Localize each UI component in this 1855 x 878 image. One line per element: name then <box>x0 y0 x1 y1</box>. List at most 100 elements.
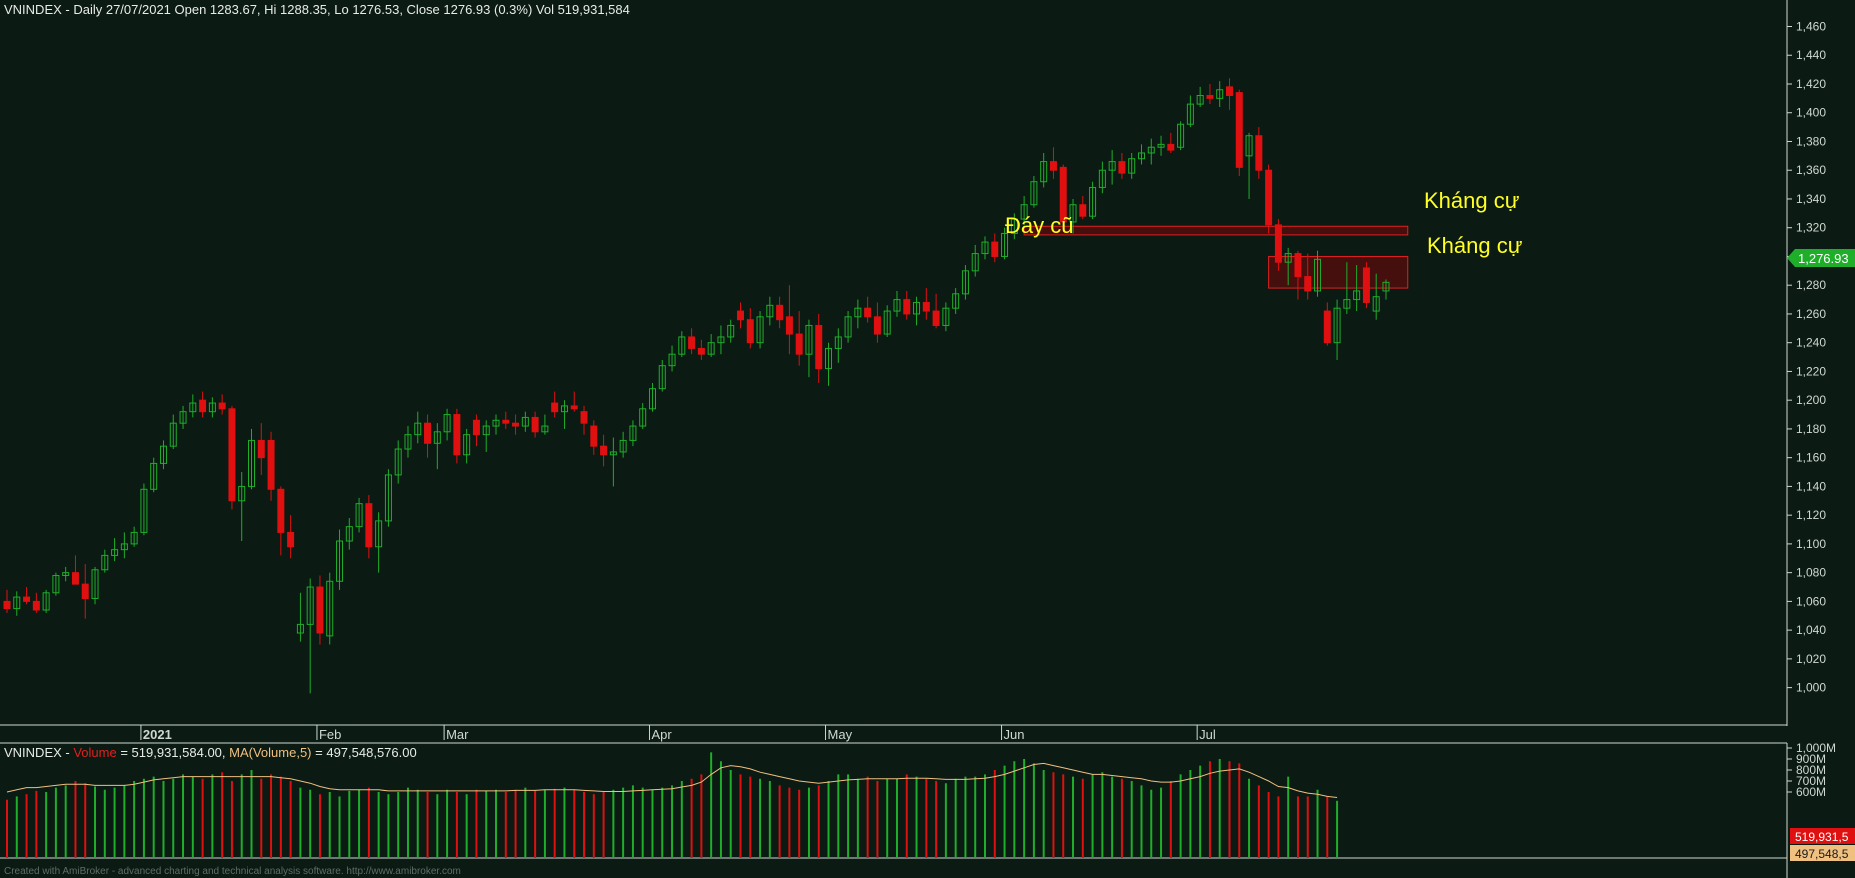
candle-body <box>688 336 696 349</box>
month-label: 2021 <box>143 727 172 742</box>
candle <box>502 411 510 429</box>
candle <box>629 420 637 447</box>
candle <box>336 529 344 590</box>
candle <box>600 434 608 467</box>
candle <box>326 572 334 645</box>
candle <box>844 311 852 343</box>
candle-body <box>903 299 911 315</box>
candle <box>697 339 705 360</box>
candle <box>580 405 588 435</box>
candle-body <box>991 241 999 257</box>
candle-body <box>1245 135 1253 157</box>
candle <box>453 408 461 464</box>
candle <box>472 414 480 447</box>
candle-body <box>1343 299 1351 309</box>
candle <box>384 469 392 527</box>
month-label: Mar <box>446 727 469 742</box>
candle-body <box>1226 86 1233 96</box>
volume-tick-label: 800M <box>1796 763 1826 777</box>
candle <box>883 305 891 337</box>
candle-body <box>91 569 99 600</box>
candle-body <box>1265 169 1273 226</box>
candle-body <box>345 526 353 542</box>
candle-body <box>981 241 989 255</box>
candle-body <box>375 520 383 548</box>
candle-body <box>414 422 422 436</box>
candle <box>189 394 197 418</box>
candle-body <box>795 333 803 355</box>
candle-body <box>1235 92 1243 168</box>
candle-body <box>580 411 588 424</box>
candle <box>111 538 119 562</box>
candle-body <box>648 388 656 410</box>
candle-body <box>560 405 568 413</box>
price-tick-label: 1,120 <box>1796 508 1826 522</box>
candle-body <box>834 336 842 349</box>
candle <box>961 265 969 300</box>
month-label: Jun <box>1004 727 1025 742</box>
candle-body <box>551 402 559 413</box>
candle-body <box>1001 232 1009 257</box>
price-tick-label: 1,420 <box>1796 77 1826 91</box>
candle <box>1157 135 1165 156</box>
candle-body <box>913 301 921 315</box>
candle <box>1040 152 1048 188</box>
candle-body <box>42 592 50 611</box>
candle-body <box>238 485 246 502</box>
candle <box>1353 265 1361 312</box>
candle <box>746 308 754 349</box>
price-tick-label: 1,460 <box>1796 19 1826 33</box>
candle-body <box>1030 181 1038 206</box>
candle-body <box>463 434 471 456</box>
candle-body <box>873 316 881 335</box>
candle-body <box>1137 152 1145 160</box>
candle <box>971 244 979 277</box>
candle-body <box>952 293 960 309</box>
candle <box>805 319 813 378</box>
candle-body <box>737 310 744 321</box>
candle-body <box>130 531 138 545</box>
candle <box>1079 196 1087 220</box>
candle-body <box>785 316 793 335</box>
month-label: Jul <box>1199 727 1216 742</box>
candle <box>1049 147 1057 179</box>
candle-body <box>336 540 344 582</box>
candle <box>707 334 715 358</box>
candle-body <box>179 411 187 424</box>
candle <box>199 391 207 418</box>
candle-body <box>854 307 862 318</box>
candle <box>1001 227 1009 260</box>
volume-ma-line <box>6 762 1338 798</box>
candle <box>512 414 520 435</box>
candle <box>1216 81 1224 107</box>
candle <box>1020 196 1028 225</box>
last-price-badge-text: 1,276.93 <box>1798 251 1849 266</box>
candle <box>414 411 422 444</box>
candle <box>785 285 793 355</box>
candle-body <box>1040 161 1048 183</box>
price-tick-label: 1,000 <box>1796 681 1826 695</box>
candle <box>1128 152 1136 179</box>
candle <box>316 575 324 645</box>
candle <box>375 512 383 573</box>
candle-body <box>101 554 109 571</box>
candle <box>922 288 930 320</box>
candle-body <box>1196 94 1204 105</box>
candle <box>1167 132 1175 153</box>
candle-body <box>1284 253 1292 263</box>
candle-body <box>727 324 735 338</box>
candle <box>1343 262 1351 314</box>
footer-credit: Created with AmiBroker - advanced charti… <box>4 866 461 877</box>
price-tick-label: 1,260 <box>1796 307 1826 321</box>
candle <box>903 290 911 320</box>
price-tick-label: 1,140 <box>1796 479 1826 493</box>
candle-body <box>883 310 891 335</box>
candle-body <box>159 445 167 464</box>
candle-body <box>169 422 177 447</box>
candle <box>717 325 725 355</box>
candle <box>521 411 529 432</box>
candle <box>1245 132 1253 199</box>
candle-body <box>52 575 60 594</box>
